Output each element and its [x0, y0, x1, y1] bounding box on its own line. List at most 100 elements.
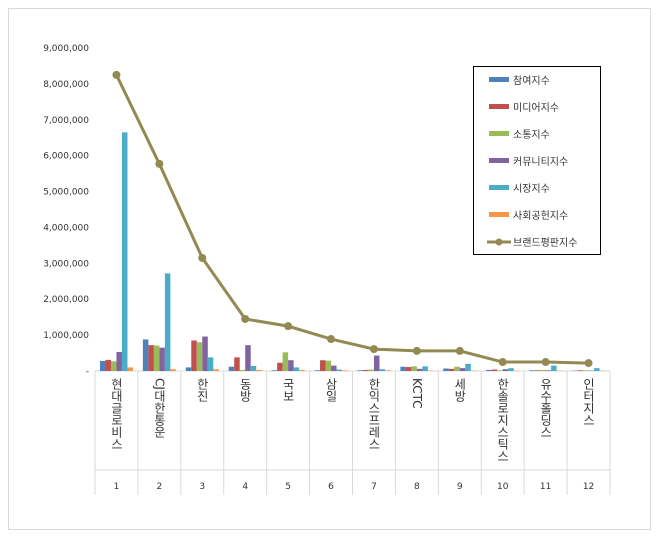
- bar: [379, 369, 385, 371]
- bar: [122, 132, 128, 371]
- bar: [342, 370, 348, 371]
- line-point: [585, 359, 593, 367]
- bar: [529, 370, 535, 371]
- bar: [337, 370, 343, 371]
- category-label: 유수홀딩스: [539, 378, 553, 438]
- rank-label: 9: [457, 482, 463, 492]
- bar: [443, 368, 449, 371]
- bar: [251, 366, 256, 371]
- bar: [385, 370, 391, 371]
- bar: [277, 363, 283, 371]
- bar: [454, 367, 460, 371]
- rank-label: 8: [414, 482, 420, 492]
- rank-label: 12: [583, 482, 594, 492]
- bar: [508, 368, 514, 371]
- category-label: 삼일: [324, 378, 338, 402]
- bar: [245, 345, 251, 371]
- category-label: 동방: [238, 378, 252, 402]
- category-label: 세방: [453, 378, 467, 402]
- bar: [486, 370, 492, 371]
- bar: [546, 370, 552, 371]
- y-tick-label: 5,000,000: [43, 188, 89, 198]
- line-point: [542, 358, 550, 366]
- category-label: 한진: [195, 378, 209, 402]
- y-tick-label: 7,000,000: [43, 116, 89, 126]
- legend-swatch: [489, 77, 509, 82]
- bar: [331, 366, 337, 371]
- bar: [299, 370, 305, 371]
- bar: [256, 370, 262, 371]
- bar: [143, 339, 149, 371]
- rank-label: 7: [371, 482, 377, 492]
- legend-swatch: [496, 239, 503, 246]
- bar: [105, 360, 111, 371]
- category-label: 현대글로비스: [109, 378, 123, 450]
- bar: [406, 367, 412, 371]
- bar: [315, 370, 321, 371]
- rank-label: 2: [157, 482, 163, 492]
- bar: [449, 369, 455, 371]
- legend-label: 참여지수: [513, 75, 550, 87]
- bar: [159, 348, 165, 371]
- rank-label: 11: [540, 482, 551, 492]
- legend-label: 시장지수: [513, 183, 550, 195]
- category-label: 한익스프레스: [367, 378, 381, 450]
- bar: [320, 360, 326, 371]
- bar: [288, 360, 294, 371]
- bar: [594, 368, 600, 371]
- bar: [400, 367, 406, 371]
- bar: [202, 337, 208, 371]
- bar: [186, 367, 192, 371]
- category-label: CJ대한통운: [152, 378, 166, 438]
- line-point: [370, 345, 378, 353]
- bar: [148, 345, 154, 371]
- bar: [503, 369, 509, 371]
- bar: [197, 342, 203, 371]
- line-point: [241, 315, 249, 323]
- rank-label: 10: [497, 482, 509, 492]
- bar: [411, 366, 417, 371]
- legend-swatch: [489, 212, 509, 217]
- rank-label: 1: [114, 482, 120, 492]
- bar: [165, 273, 171, 371]
- legend-label: 미디어지수: [513, 102, 559, 114]
- line-point: [198, 254, 206, 262]
- rank-label: 6: [328, 482, 334, 492]
- bar: [326, 361, 332, 371]
- y-tick-label: 9,000,000: [43, 44, 89, 54]
- y-tick-label: 4,000,000: [43, 223, 89, 233]
- y-tick-label: 1,000,000: [43, 331, 89, 341]
- bar: [540, 370, 546, 371]
- category-label: KCTC: [410, 378, 424, 409]
- bar: [240, 370, 246, 371]
- bar: [497, 370, 503, 371]
- bar: [368, 370, 374, 371]
- line-point: [327, 335, 335, 343]
- bar: [234, 357, 240, 371]
- bar: [170, 369, 176, 371]
- bar: [417, 369, 423, 371]
- line-point: [413, 347, 421, 355]
- legend-swatch: [489, 104, 509, 109]
- bar: [100, 361, 106, 371]
- bar: [357, 370, 363, 371]
- bar: [578, 370, 584, 371]
- bar: [191, 340, 197, 371]
- bar: [535, 370, 541, 371]
- line-point: [112, 71, 120, 79]
- bar: [283, 352, 289, 371]
- line-point: [499, 358, 507, 366]
- bar: [460, 368, 466, 371]
- bar: [213, 369, 219, 371]
- bar: [208, 357, 214, 371]
- bar: [229, 367, 235, 371]
- bar: [127, 367, 133, 371]
- legend-swatch: [489, 158, 509, 163]
- y-tick-label: 6,000,000: [43, 152, 89, 162]
- legend-swatch: [489, 131, 509, 136]
- legend-label: 사회공헌지수: [513, 210, 568, 222]
- line-point: [284, 322, 292, 330]
- bar: [374, 356, 380, 371]
